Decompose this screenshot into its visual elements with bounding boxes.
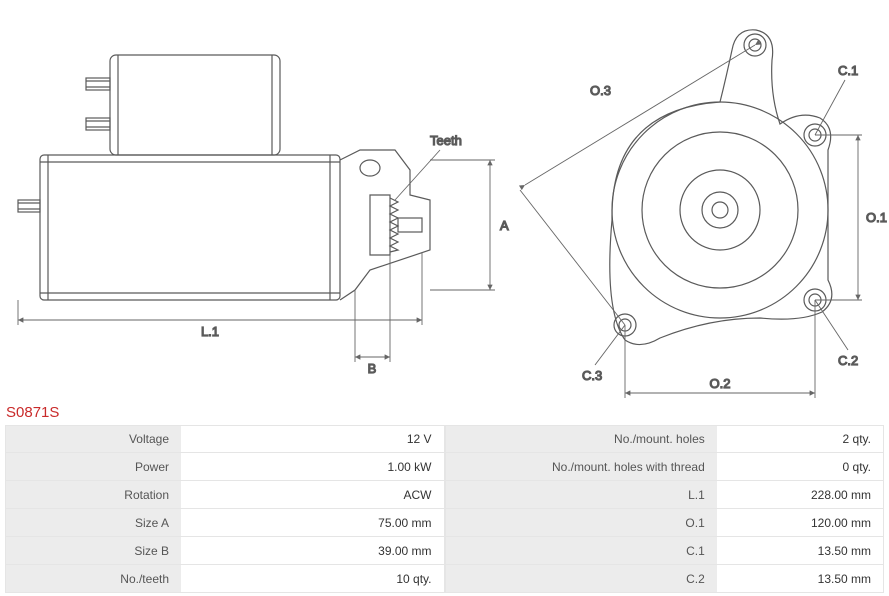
spec-value: 12 V [181,426,444,452]
spec-row: Voltage12 V [5,425,445,453]
spec-row: RotationACW [5,481,445,509]
spec-value: 0 qty. [717,453,883,480]
spec-value: 1.00 kW [181,453,444,480]
spec-value: ACW [181,481,444,508]
spec-label: No./mount. holes [446,426,717,452]
spec-label: Size A [6,509,181,536]
spec-value: 2 qty. [717,426,883,452]
spec-row: No./teeth10 qty. [5,565,445,593]
dim-label-C3: C.3 [582,368,602,383]
spec-row: O.1120.00 mm [445,509,885,537]
spec-value: 10 qty. [181,565,444,592]
spec-col-right: No./mount. holes2 qty. No./mount. holes … [445,425,885,593]
spec-row: Size A75.00 mm [5,509,445,537]
spec-label: No./teeth [6,565,181,592]
spec-row: C.113.50 mm [445,537,885,565]
dim-label-teeth: Teeth [430,133,462,148]
spec-value: 39.00 mm [181,537,444,564]
spec-row: Size B39.00 mm [5,537,445,565]
dim-label-L1: L.1 [201,324,219,339]
spec-value: 228.00 mm [717,481,883,508]
spec-label: Voltage [6,426,181,452]
spec-value: 13.50 mm [717,565,883,592]
spec-value: 75.00 mm [181,509,444,536]
spec-row: L.1228.00 mm [445,481,885,509]
spec-row: No./mount. holes with thread0 qty. [445,453,885,481]
spec-label: Rotation [6,481,181,508]
spec-value: 120.00 mm [717,509,883,536]
dim-label-C1: C.1 [838,63,858,78]
spec-row: C.213.50 mm [445,565,885,593]
spec-table: Voltage12 V Power1.00 kW RotationACW Siz… [5,425,884,593]
technical-drawing: L.1 B A Teeth [0,0,889,400]
spec-value: 13.50 mm [717,537,883,564]
dim-label-B: B [368,361,377,376]
spec-label: C.1 [446,537,717,564]
spec-label: No./mount. holes with thread [446,453,717,480]
dim-label-O3: O.3 [590,83,611,98]
spec-label: L.1 [446,481,717,508]
dim-label-O1: O.1 [866,210,887,225]
spec-label: Power [6,453,181,480]
spec-label: Size B [6,537,181,564]
dim-label-O2: O.2 [710,376,731,391]
dim-label-C2: C.2 [838,353,858,368]
spec-row: Power1.00 kW [5,453,445,481]
part-number: S0871S [6,404,59,421]
spec-row: No./mount. holes2 qty. [445,425,885,453]
spec-label: O.1 [446,509,717,536]
spec-label: C.2 [446,565,717,592]
spec-col-left: Voltage12 V Power1.00 kW RotationACW Siz… [5,425,445,593]
dim-label-A: A [500,218,509,233]
